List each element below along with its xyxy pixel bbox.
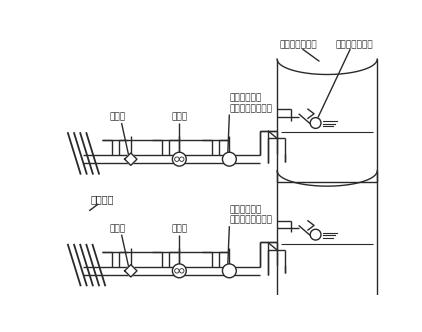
Polygon shape <box>124 153 137 165</box>
Circle shape <box>222 152 236 166</box>
Circle shape <box>172 264 186 278</box>
Text: 流量計: 流量計 <box>171 113 187 122</box>
Text: フロートバルブ: フロートバルブ <box>335 40 373 49</box>
Polygon shape <box>124 265 137 277</box>
Text: ユニフロー弁
（インライン型）: ユニフロー弁 （インライン型） <box>230 205 272 225</box>
Text: 制水弁: 制水弁 <box>110 113 126 122</box>
Text: 制水弁: 制水弁 <box>110 224 126 233</box>
Circle shape <box>172 152 186 166</box>
Text: 流量計: 流量計 <box>171 224 187 233</box>
Circle shape <box>222 264 236 278</box>
Text: 幹線水路: 幹線水路 <box>91 194 114 204</box>
Text: ユニフロー弁
（インライン型）: ユニフロー弁 （インライン型） <box>230 94 272 113</box>
Text: ファームポンド: ファームポンド <box>280 40 317 49</box>
